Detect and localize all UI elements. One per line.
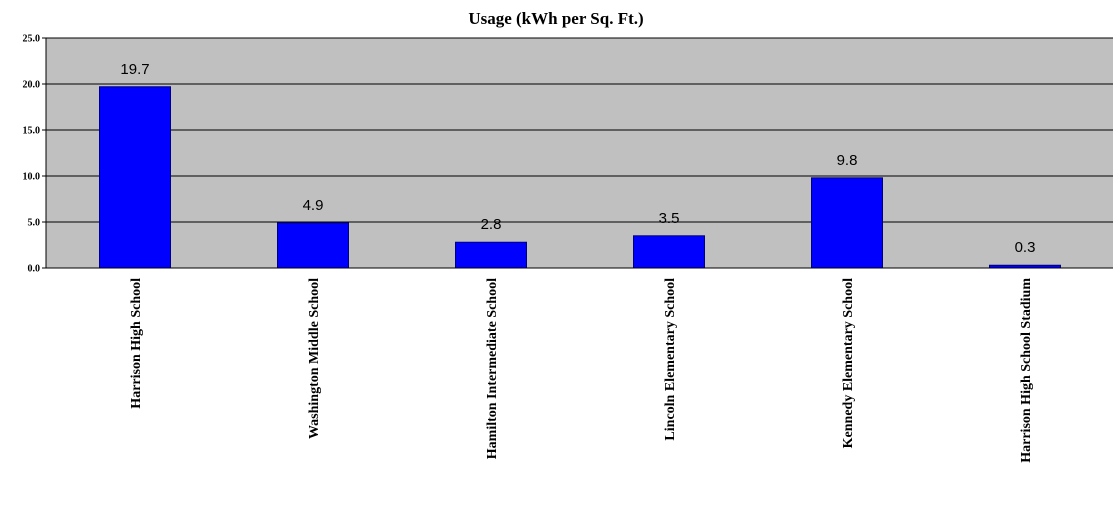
gridlines xyxy=(46,37,1113,223)
data-label: 2.8 xyxy=(481,216,502,233)
x-tick-label: Harrison High School xyxy=(129,278,144,409)
y-tick-label: 15.0 xyxy=(23,126,41,137)
y-tick-label: 10.0 xyxy=(23,172,41,183)
data-label: 4.9 xyxy=(303,197,324,214)
y-axis-ticks: 0.0 5.0 10.0 15.0 20.0 25.0 xyxy=(23,34,46,275)
x-axis-ticks: Harrison High School Washington Middle Sc… xyxy=(129,278,1034,463)
y-tick-label: 25.0 xyxy=(23,34,41,45)
x-tick-label: Kennedy Elementary School xyxy=(841,278,856,448)
y-tick-label: 0.0 xyxy=(28,264,41,275)
data-label: 3.5 xyxy=(659,210,680,227)
bars xyxy=(99,86,1061,269)
y-tick-label: 20.0 xyxy=(23,80,41,91)
bar xyxy=(277,222,349,269)
x-tick-label: Lincoln Elementary School xyxy=(663,278,678,441)
x-tick-label: Hamilton Intermediate School xyxy=(485,278,500,459)
data-label: 9.8 xyxy=(837,152,858,169)
data-labels: 19.7 4.9 2.8 3.5 9.8 0.3 xyxy=(120,61,1035,256)
x-tick-label: Harrison High School Stadium xyxy=(1019,278,1034,463)
bar xyxy=(455,241,527,269)
chart-title: Usage (kWh per Sq. Ft.) xyxy=(468,9,643,28)
bar xyxy=(811,177,883,269)
bar xyxy=(633,235,705,269)
data-label: 19.7 xyxy=(120,61,149,78)
bar xyxy=(99,86,171,269)
plot-area xyxy=(46,38,1113,268)
data-label: 0.3 xyxy=(1015,239,1036,256)
axes xyxy=(45,38,1113,269)
y-tick-label: 5.0 xyxy=(28,218,41,229)
x-tick-label: Washington Middle School xyxy=(307,278,322,439)
